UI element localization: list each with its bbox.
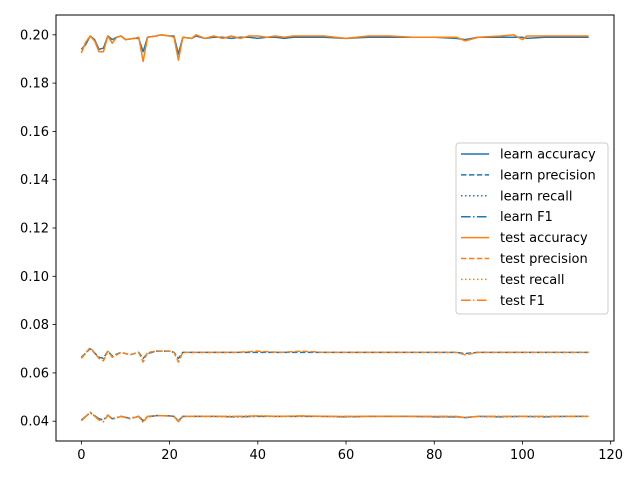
y-tick-label: 0.08: [20, 318, 49, 333]
x-tick-label: 60: [338, 448, 355, 463]
legend-label-test-f1: test F1: [500, 294, 545, 309]
y-tick-label: 0.12: [20, 222, 49, 237]
legend-label-learn-f1: learn F1: [500, 210, 553, 225]
y-tick-label: 0.04: [20, 415, 49, 430]
y-tick-label: 0.10: [20, 270, 49, 285]
y-tick-label: 0.20: [20, 28, 49, 43]
legend-label-test-recall: test recall: [500, 273, 565, 288]
x-tick-label: 0: [77, 448, 85, 463]
legend-label-test-precision: test precision: [500, 252, 588, 267]
x-tick-label: 80: [426, 448, 443, 463]
y-axis: 0.04 0.06 0.08 0.10 0.12 0.14 0.16 0.18 0.20: [20, 28, 56, 430]
series-line-test-precision: [80, 346, 589, 363]
series-line-test-accuracy: [80, 34, 589, 63]
y-tick-label: 0.18: [20, 77, 49, 92]
x-tick-label: 20: [161, 448, 178, 463]
plot-lines: [80, 34, 589, 424]
legend-box: [455, 142, 609, 315]
legend: learn accuracy learn precision learn recal…: [455, 142, 609, 315]
legend-label-learn-accuracy: learn accuracy: [500, 148, 596, 163]
x-tick-label: 40: [250, 448, 267, 463]
y-tick-label: 0.16: [20, 125, 49, 140]
legend-label-test-accuracy: test accuracy: [500, 231, 588, 246]
legend-label-learn-precision: learn precision: [500, 168, 596, 183]
legend-label-learn-recall: learn recall: [500, 189, 572, 204]
x-axis: 0 20 40 60 80 100 120: [77, 441, 623, 463]
y-tick-label: 0.14: [20, 173, 49, 188]
x-tick-label: 100: [510, 448, 535, 463]
x-tick-label: 120: [598, 448, 623, 463]
y-tick-label: 0.06: [20, 366, 49, 381]
series-line-test-f1: [80, 411, 589, 424]
